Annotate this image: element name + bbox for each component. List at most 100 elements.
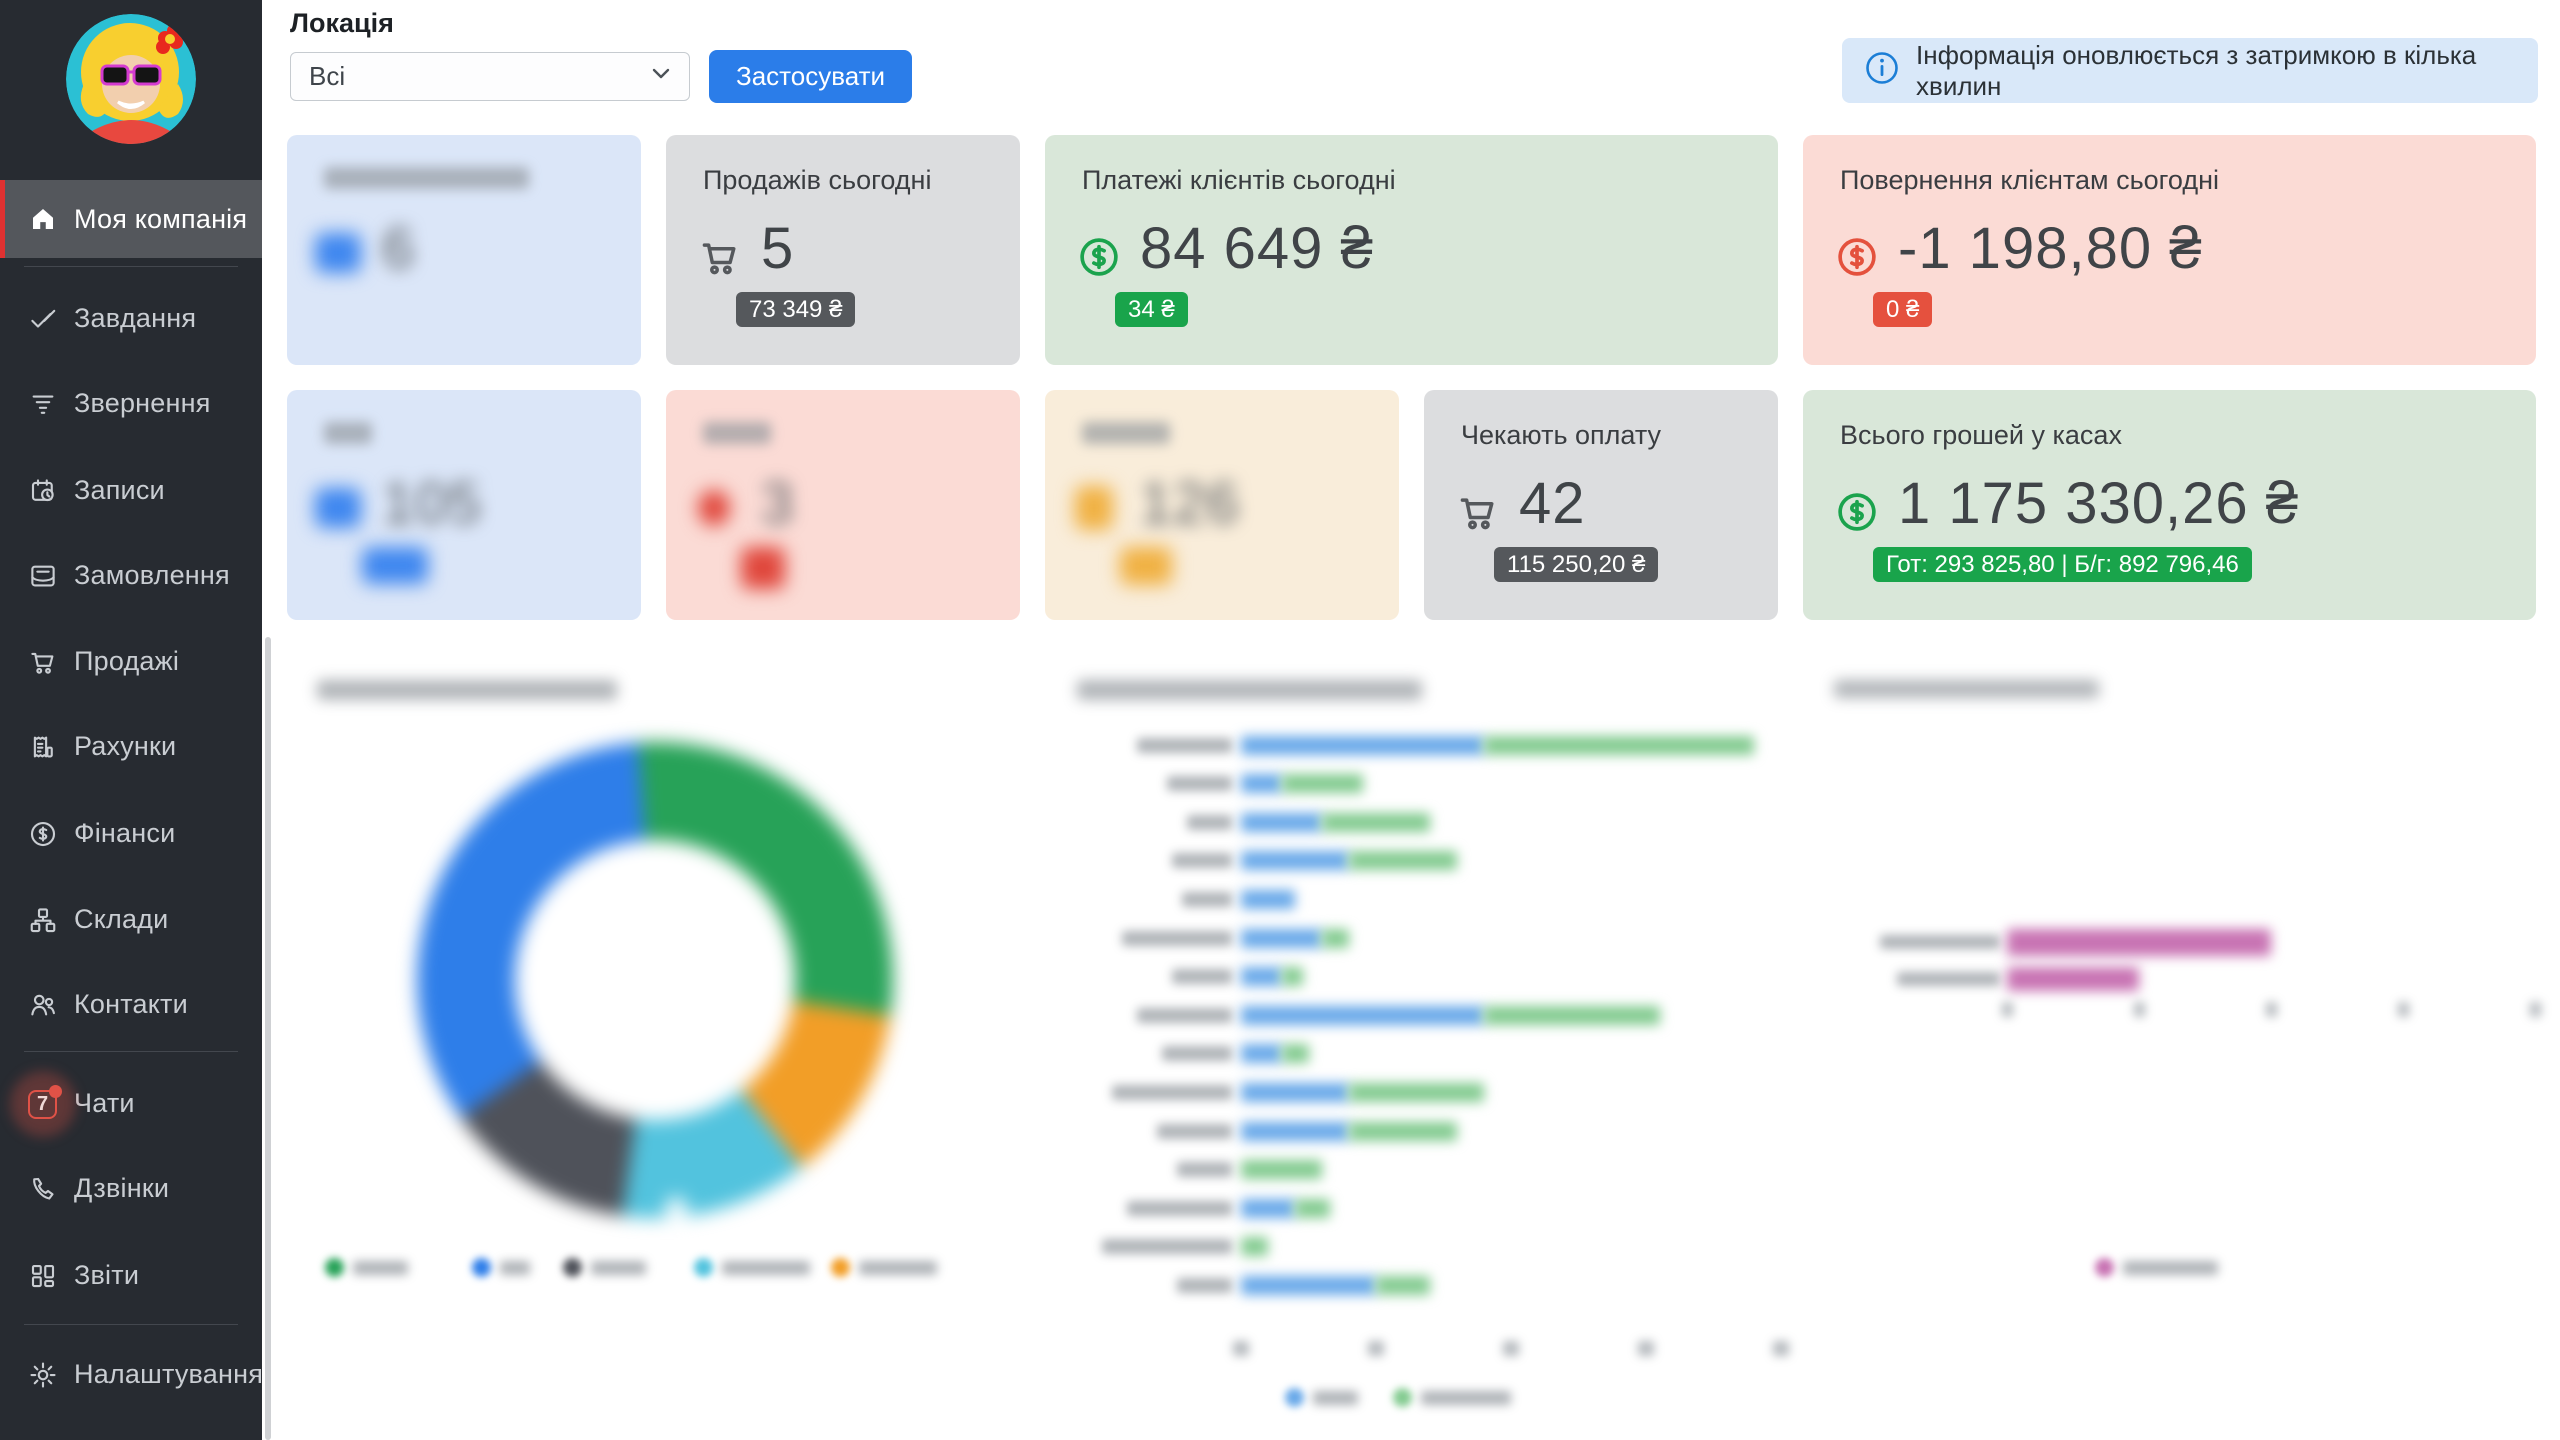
bar-legend-item[interactable] — [1393, 1388, 1511, 1407]
bar-segment-blue — [1241, 928, 1322, 948]
sidebar-item-label: Продажі — [74, 646, 180, 676]
blue-blob-icon — [315, 233, 361, 273]
sidebar-item-sales[interactable]: Продажі — [0, 619, 262, 704]
red-blob-icon — [698, 490, 730, 526]
donut-datalabel — [587, 997, 609, 1019]
donut-legend-item[interactable] — [694, 1258, 810, 1277]
legend-label-blurred — [2123, 1260, 2218, 1275]
sidebar-item-invoices[interactable]: Рахунки — [0, 704, 262, 789]
sidebar-item-label: Чати — [74, 1088, 135, 1118]
bar-row-label-blurred — [1137, 737, 1232, 753]
sidebar-item-orders[interactable]: Замовлення — [0, 533, 262, 618]
sidebar-divider — [24, 1051, 238, 1052]
card-value: -1 198,80 ₴ — [1898, 216, 2203, 281]
bar-row-label-blurred — [1172, 853, 1232, 869]
sidebar-item-tasks[interactable]: Завдання — [0, 276, 262, 361]
stat-card-4: 105 — [287, 390, 641, 620]
bar-legend-item[interactable] — [1285, 1388, 1358, 1407]
sidebar-item-finance[interactable]: Фінанси — [0, 791, 262, 876]
card-title: Чекають оплату — [1461, 420, 1662, 450]
donut-legend-item[interactable] — [325, 1258, 408, 1277]
bar-segment-green — [1295, 1198, 1331, 1218]
legend-label-blurred — [859, 1260, 937, 1275]
stat-card-5: 3 — [666, 390, 1020, 620]
people-icon — [28, 990, 58, 1020]
x-axis-tick-blurred — [1773, 1341, 1789, 1356]
legend-swatch — [325, 1258, 344, 1277]
unread-dot — [49, 1084, 62, 1098]
location-select[interactable]: Всі — [290, 52, 690, 101]
sidebar-item-reports[interactable]: Звіти — [0, 1233, 262, 1318]
bar-segment-green — [1241, 1237, 1268, 1257]
bar-segment-green — [1349, 1121, 1457, 1141]
sidebar-item-calls[interactable]: Дзвінки — [0, 1146, 262, 1231]
funnel-icon — [28, 389, 58, 419]
card-title-blurred — [1082, 422, 1170, 444]
sidebar-item-label: Дзвінки — [74, 1173, 170, 1203]
apply-button[interactable]: Застосувати — [709, 50, 913, 103]
card-badge-blurred — [741, 547, 785, 589]
sidebar-item-label: Контакти — [74, 989, 188, 1019]
donut-legend-item[interactable] — [831, 1258, 937, 1277]
dollar-circle-icon — [28, 819, 58, 849]
bar-row-label-blurred — [1122, 930, 1232, 946]
bar-segment-blue — [1241, 889, 1295, 909]
gear-icon — [28, 1360, 58, 1390]
donut-datalabel — [665, 1197, 687, 1219]
donut-chart-panel — [287, 670, 1030, 1440]
dollar-green-icon — [1835, 490, 1879, 534]
legend-swatch — [1285, 1388, 1304, 1407]
sidebar-item-leads[interactable]: Звернення — [0, 361, 262, 446]
donut-legend-item[interactable] — [563, 1258, 646, 1277]
bar-segment-blue — [1241, 1198, 1295, 1218]
stat-card-7: Чекають оплату 42 115 250,20 ₴ — [1424, 390, 1778, 620]
sidebar-item-company[interactable]: Моя компанія — [0, 180, 262, 258]
sidebar-item-label: Звіти — [74, 1260, 140, 1290]
scrollbar[interactable] — [265, 637, 271, 1440]
mini-chart-title-blurred — [1834, 680, 2099, 698]
mini-legend-item[interactable] — [2095, 1258, 2218, 1277]
mini-bar-label-blurred — [1897, 972, 2000, 986]
bar-segment-green — [1322, 812, 1430, 832]
avatar[interactable] — [66, 14, 196, 144]
sidebar-item-settings[interactable]: Налаштування — [0, 1332, 263, 1417]
card-value: 84 649 ₴ — [1140, 216, 1374, 281]
bar-row-label-blurred — [1102, 1239, 1232, 1255]
bar-segment-green — [1241, 1160, 1322, 1180]
cart-icon — [1456, 490, 1500, 534]
stat-card-8: Всього грошей у касах 1 175 330,26 ₴ Гот: … — [1803, 390, 2536, 620]
cart-icon — [28, 647, 58, 677]
bar-segment-blue — [1241, 1275, 1376, 1295]
bar-row-label-blurred — [1187, 814, 1232, 830]
legend-swatch — [831, 1258, 850, 1277]
bar-segment-blue — [1241, 851, 1349, 871]
sidebar-item-contacts[interactable]: Контакти — [0, 962, 262, 1047]
card-value: 105 — [382, 471, 482, 536]
sidebar-item-label: Склади — [74, 904, 169, 934]
x-axis-tick-blurred — [1368, 1341, 1384, 1356]
sidebar-divider — [24, 266, 238, 267]
bar-segment-green — [1484, 1005, 1660, 1025]
legend-label-blurred — [591, 1260, 646, 1275]
card-title: Повернення клієнтам сьогодні — [1840, 165, 2219, 195]
bar-row-label-blurred — [1127, 1200, 1232, 1216]
bar-segment-green — [1322, 928, 1349, 948]
stat-card-1: Продажів сьогодні 5 73 349 ₴ — [666, 135, 1020, 365]
sidebar-divider — [24, 1324, 238, 1325]
bar-segment-blue — [1241, 735, 1484, 755]
sidebar-item-label: Звернення — [74, 388, 211, 418]
sidebar-item-label: Рахунки — [74, 731, 177, 761]
donut-legend-item[interactable] — [472, 1258, 530, 1277]
sidebar-item-chats[interactable]: 7 Чати — [0, 1061, 262, 1146]
bar-segment-green — [1349, 1082, 1484, 1102]
bar-segment-blue — [1241, 967, 1282, 987]
sidebar-item-warehouses[interactable]: Склади — [0, 877, 262, 962]
sidebar-item-label: Фінанси — [74, 818, 176, 848]
bar-row-label-blurred — [1172, 969, 1232, 985]
bar-segment-green — [1281, 967, 1304, 987]
card-badge: 0 ₴ — [1873, 292, 1933, 327]
sidebar-item-label: Замовлення — [74, 560, 230, 590]
sidebar-item-appointments[interactable]: Записи — [0, 448, 262, 533]
main-content: Локація Всі Застосувати Інформація оновл… — [262, 0, 2560, 1440]
bar-chart-title-blurred — [1077, 680, 1422, 700]
